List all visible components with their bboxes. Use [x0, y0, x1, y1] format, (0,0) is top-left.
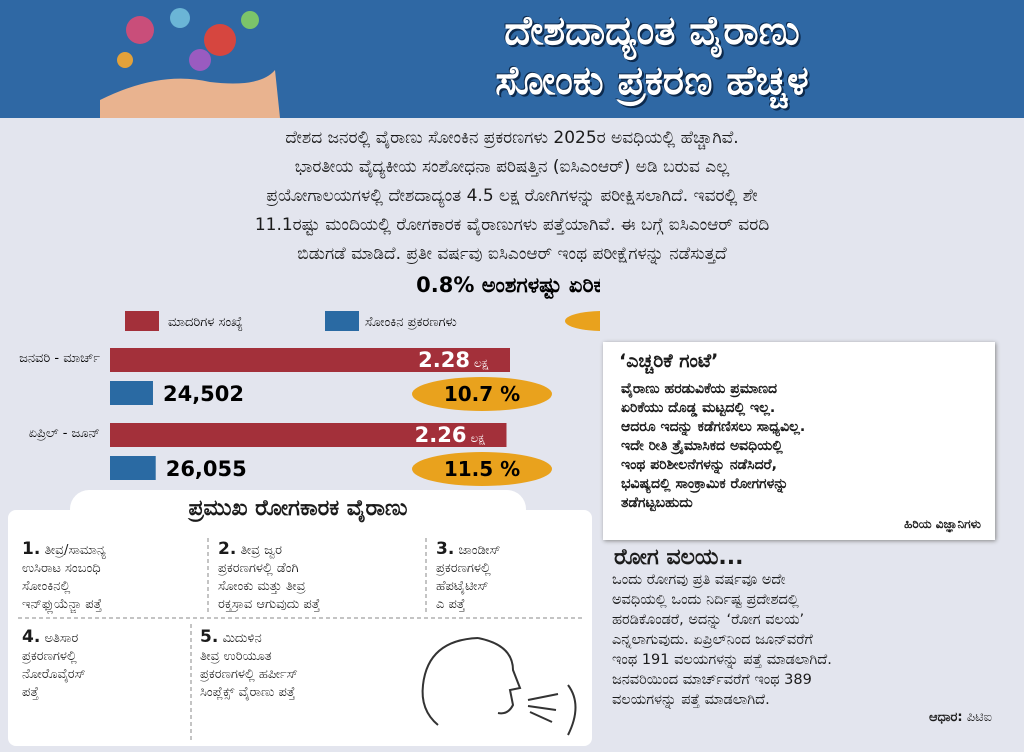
bar — [110, 423, 507, 447]
warning-line: ಇಂಥ ಪರಿಶೀಲನೆಗಳನ್ನು ನಡೆಸಿದರೆ, — [621, 457, 777, 473]
virus-line: ಉಸಿರಾಟ ಸಂಬಂಧಿ — [22, 561, 101, 576]
virus-line: ಹೆಪಟೈಟೀಸ್ — [436, 579, 489, 594]
zone-line: ಹರಡಿಕೊಂಡರೆ, ಅದನ್ನು ‘ರೋಗ ವಲಯ’ — [612, 612, 805, 628]
virus-line: ತೀವ್ರ/ಸಾಮಾನ್ಯ — [44, 543, 106, 558]
chart: 0.8% ಅಂಶಗಳಷ್ಟು ಏರಿಕೆ ಮಾದರಿಗಳ ಸಂಖ್ಯೆ ಸೋಂಕಿನ… — [19, 273, 600, 486]
chart-title: 0.8% ಅಂಶಗಳಷ್ಟು ಏರಿಕೆ — [416, 273, 600, 300]
virus-line: ಅತಿಸಾರ — [44, 631, 79, 646]
value-label: 10.7 % — [444, 382, 520, 406]
virus-line: ಪತ್ತೆ — [22, 685, 39, 700]
warning-line: ಆದರೂ ಇದನ್ನು ಕಡೆಗಣಿಸಲು ಸಾಧ್ಯವಿಲ್ಲ. — [621, 419, 806, 435]
zone-line: ಒಂದು ರೋಗವು ಪ್ರತಿ ವರ್ಷವೂ ಅದೇ — [612, 572, 786, 588]
title-line: ದೇಶದಾದ್ಯಂತ ವೈರಾಣು — [504, 8, 800, 54]
bar — [110, 381, 153, 405]
virus-line: ಜಾಂಡೀಸ್ — [458, 543, 501, 558]
intro-line: 11.1ರಷ್ಟು ಮಂದಿಯಲ್ಲಿ ರೋಗಕಾರಕ ವೈರಾಣುಗಳು ಪತ… — [254, 215, 770, 235]
zone: ರೋಗ ವಲಯ... ಒಂದು ರೋಗವು ಪ್ರತಿ ವರ್ಷವೂ ಅದೇ ಅವ… — [612, 545, 1012, 725]
warning-line: ಏರಿಕೆಯು ದೊಡ್ಡ ಮಟ್ಟದಲ್ಲಿ ಇಲ್ಲ. — [621, 400, 776, 416]
virus-item: 4. ಅತಿಸಾರ ಪ್ರಕರಣಗಳಲ್ಲಿ ನೋರೊವೈರಸ್ ಪತ್ತೆ — [22, 628, 187, 702]
virus-item: 5. ಮಿದುಳಿನ ತೀವ್ರ ಉರಿಯೂತ ಪ್ರಕರಣಗಳಲ್ಲಿ ಹರ್ಪೀ… — [200, 628, 410, 702]
zone-line: ಜನವರಿಯಿಂದ ಮಾರ್ಚ್‌ವರೆಗೆ ಇಂಥ 389 — [612, 672, 812, 688]
intro: ದೇಶದ ಜನರಲ್ಲಿ ವೈರಾಣು ಸೋಂಕಿನ ಪ್ರಕರಣಗಳು 202… — [30, 124, 994, 269]
virus-item: 2. ತೀವ್ರ ಜ್ವರ ಪ್ರಕರಣಗಳಲ್ಲಿ ಡೆಂಗಿ ಸೋಂಕು ಮತ್… — [218, 540, 423, 614]
virus-line: 4. ಅತಿಸಾರ — [22, 628, 187, 648]
title: ದೇಶದಾದ್ಯಂತ ವೈರಾಣು ಸೋಂಕು ಪ್ರಕರಣ ಹೆಚ್ಚಳ — [280, 6, 1024, 106]
warning-title: ‘ಎಚ್ಚರಿಕೆ ಗಂಟೆ’ — [619, 350, 719, 372]
legend-swatch — [125, 311, 159, 331]
viruses-dividers — [18, 538, 582, 740]
warning-text: ವೈರಾಣು ಹರಡುವಿಕೆಯ ಪ್ರಮಾಣದ ಏರಿಕೆಯು ದೊಡ್ಡ ಮಟ… — [621, 380, 805, 513]
zone-line: ಅವಧಿಯಲ್ಲಿ ಒಂದು ನಿರ್ದಿಷ್ಟ ಪ್ರದೇಶದಲ್ಲಿ — [612, 592, 799, 608]
warning-box: ‘ಎಚ್ಚರಿಕೆ ಗಂಟೆ’ ವೈರಾಣು ಹರಡುವಿಕೆಯ ಪ್ರಮಾಣದ… — [603, 342, 995, 540]
zone-line: ವಲಯಗಳನ್ನು ಪತ್ತೆ ಮಾಡಲಾಗಿದೆ. — [612, 692, 770, 708]
intro-line: ಪ್ರಯೋಗಾಲಯಗಳಲ್ಲಿ ದೇಶದಾದ್ಯಂತ 4.5 ಲಕ್ಷ ರೋಗಿ… — [266, 186, 758, 206]
virus-line: ಮಿದುಳಿನ — [222, 631, 262, 646]
warning-attribution: ಹಿರಿಯ ವಿಜ್ಞಾನಿಗಳು — [904, 517, 981, 531]
warning-line: ಭವಿಷ್ಯದಲ್ಲಿ ಸಾಂಕ್ರಾಮಿಕ ರೋಗಗಳನ್ನು — [621, 476, 789, 492]
zone-line: ಎನ್ನಲಾಗುವುದು. ಏಪ್ರಿಲ್‌ನಿಂದ ಜೂನ್‌ವರೆಗೆ — [612, 632, 813, 648]
warning-line: ಇದೇ ರೀತಿ ತ್ರೈಮಾಸಿಕದ ಅವಧಿಯಲ್ಲಿ — [621, 438, 783, 454]
legend-swatch — [565, 311, 600, 331]
virus-line: ತೀವ್ರ ಉರಿಯೂತ — [200, 649, 272, 664]
intro-line: ಬಿಡುಗಡೆ ಮಾಡಿದೆ. ಪ್ರತೀ ವರ್ಷವು ಐಸಿಎಂಆರ್ ಇಂ… — [297, 244, 727, 264]
header: ದೇಶದಾದ್ಯಂತ ವೈರಾಣು ಸೋಂಕು ಪ್ರಕರಣ ಹೆಚ್ಚಳ — [0, 0, 1024, 118]
rate-pill — [412, 452, 552, 486]
virus-line: 5. ಮಿದುಳಿನ — [200, 628, 410, 648]
virus-number: 4. — [22, 627, 41, 647]
viruses-box: ಪ್ರಮುಖ ರೋಗಕಾರಕ ವೈರಾಣು 1. ತೀವ್ರ/ಸಾಮಾನ್ಯ ಉಸ… — [8, 490, 592, 746]
zone-text: ಒಂದು ರೋಗವು ಪ್ರತಿ ವರ್ಷವೂ ಅದೇ ಅವಧಿಯಲ್ಲಿ ಒಂದ… — [612, 570, 1012, 710]
virus-number: 1. — [22, 539, 41, 559]
virus-item: 3. ಜಾಂಡೀಸ್ ಪ್ರಕರಣಗಳಲ್ಲಿ ಹೆಪಟೈಟೀಸ್ ಎ ಪತ್ತೆ — [436, 540, 586, 614]
virus-line: ತೀವ್ರ ಜ್ವರ — [240, 543, 283, 558]
intro-line: ಭಾರತೀಯ ವೈದ್ಯಕೀಯ ಸಂಶೋಧನಾ ಪರಿಷತ್ತಿನ (ಐಸಿಎಂ… — [294, 157, 730, 177]
virus-item: 1. ತೀವ್ರ/ಸಾಮಾನ್ಯ ಉಸಿರಾಟ ಸಂಬಂಧಿ ಸೋಂಕಿನಲ್ಲಿ ಇ… — [22, 540, 207, 614]
bar — [110, 456, 156, 480]
virus-line: ಇನ್‌ಫ್ಲುಯೆನ್ಜಾ ಪತ್ತೆ — [22, 597, 103, 612]
rate-pill — [412, 377, 552, 411]
source-label: ಆಧಾರ: — [928, 710, 963, 725]
value-label: 11.5 % — [444, 457, 520, 481]
zone-title: ರೋಗ ವಲಯ... — [614, 545, 744, 570]
virus-number: 5. — [200, 627, 219, 647]
value-unit: ಲಕ್ಷ — [470, 431, 485, 446]
virus-line: 1. ತೀವ್ರ/ಸಾಮಾನ್ಯ — [22, 540, 207, 560]
category-label: ಜನವರಿ - ಮಾರ್ಚ್ — [19, 351, 100, 366]
value-label: 2.28 — [418, 348, 470, 372]
virus-line: ಪ್ರಕರಣಗಳಲ್ಲಿ — [436, 561, 491, 576]
warning-line: ವೈರಾಣು ಹರಡುವಿಕೆಯ ಪ್ರಮಾಣದ — [621, 381, 778, 397]
virus-line: ಪ್ರಕರಣಗಳಲ್ಲಿ — [22, 649, 77, 664]
virus-line: ಸೋಂಕು ಮತ್ತು ತೀವ್ರ — [218, 579, 306, 594]
source: ಆಧಾರ: ಪಿಟಿಐ — [612, 710, 992, 725]
zone-line: ಇಂಥ 191 ವಲಯಗಳನ್ನು ಪತ್ತೆ ಮಾಡಲಾಗಿದೆ. — [612, 652, 832, 668]
warning-line: ತಡೆಗಟ್ಟಬಹುದು — [621, 495, 693, 511]
legend-label: ಸೋಂಕಿನ ಪ್ರಕರಣಗಳು — [365, 315, 457, 330]
virus-line: 3. ಜಾಂಡೀಸ್ — [436, 540, 586, 560]
source-value: ಪಿಟಿಐ — [966, 710, 992, 725]
virus-number: 2. — [218, 539, 237, 559]
legend-label: ಮಾದರಿಗಳ ಸಂಖ್ಯೆ — [168, 315, 243, 331]
virus-line: ಪ್ರಕರಣಗಳಲ್ಲಿ ಹರ್ಪೀಸ್ — [200, 667, 298, 682]
legend-swatch — [325, 311, 359, 331]
intro-line: ದೇಶದ ಜನರಲ್ಲಿ ವೈರಾಣು ಸೋಂಕಿನ ಪ್ರಕರಣಗಳು 202… — [285, 128, 739, 148]
value-label: 26,055 — [166, 457, 247, 481]
virus-line: ಸೋಂಕಿನಲ್ಲಿ — [22, 579, 71, 594]
value-unit: ಲಕ್ಷ — [474, 356, 489, 371]
value-label: 24,502 — [163, 382, 244, 406]
virus-line: ಪ್ರಕರಣಗಳಲ್ಲಿ ಡೆಂಗಿ — [218, 561, 299, 576]
title-line: ಸೋಂಕು ಪ್ರಕರಣ ಹೆಚ್ಚಳ — [495, 58, 809, 104]
bar — [110, 348, 510, 372]
header-illustration — [100, 8, 280, 118]
virus-line: ಎ ಪತ್ತೆ — [436, 597, 466, 612]
category-label: ಏಪ್ರಿಲ್ - ಜೂನ್ — [29, 426, 100, 441]
virus-line: 2. ತೀವ್ರ ಜ್ವರ — [218, 540, 423, 560]
value-label: 2.26 — [415, 423, 467, 447]
viruses-title: ಪ್ರಮುಖ ರೋಗಕಾರಕ ವೈರಾಣು — [70, 490, 526, 528]
virus-number: 3. — [436, 539, 455, 559]
virus-line: ಸಿಂಪ್ಲೆಕ್ಸ್ ವೈರಾಣು ಪತ್ತೆ — [200, 685, 296, 700]
virus-line: ನೋರೊವೈರಸ್ — [22, 667, 86, 682]
virus-line: ರಕ್ತಸ್ರಾವ ಆಗುವುದು ಪತ್ತೆ — [218, 597, 321, 612]
